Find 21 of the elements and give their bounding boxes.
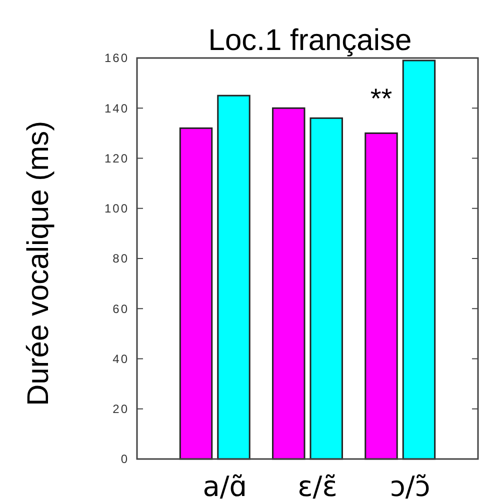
x-tick-label: ε/ε̃ [298, 470, 338, 503]
y-tick-label: 80 [112, 252, 129, 266]
bar [310, 117, 343, 460]
y-tick-label: 40 [112, 352, 129, 366]
bar [272, 107, 306, 460]
y-tick-label: 120 [104, 151, 129, 166]
chart-title: Loc.1 française [208, 24, 412, 57]
annotation: ** [370, 83, 392, 114]
y-tick-label: 0 [120, 452, 129, 466]
y-tick-label: 100 [104, 202, 129, 216]
x-tick-label: ɔ/ɔ̃ [390, 470, 430, 503]
bar [179, 127, 213, 460]
y-tick-label: 60 [112, 302, 129, 316]
y-tick-label: 160 [104, 51, 129, 66]
bar [217, 94, 250, 460]
y-axis-title: Durée vocalique (ms) [22, 120, 55, 406]
bar [364, 132, 398, 460]
x-tick-label: a/ɑ̃ [202, 470, 248, 503]
bar [402, 60, 436, 460]
y-tick-label: 140 [104, 101, 129, 116]
y-tick-label: 20 [112, 402, 129, 416]
